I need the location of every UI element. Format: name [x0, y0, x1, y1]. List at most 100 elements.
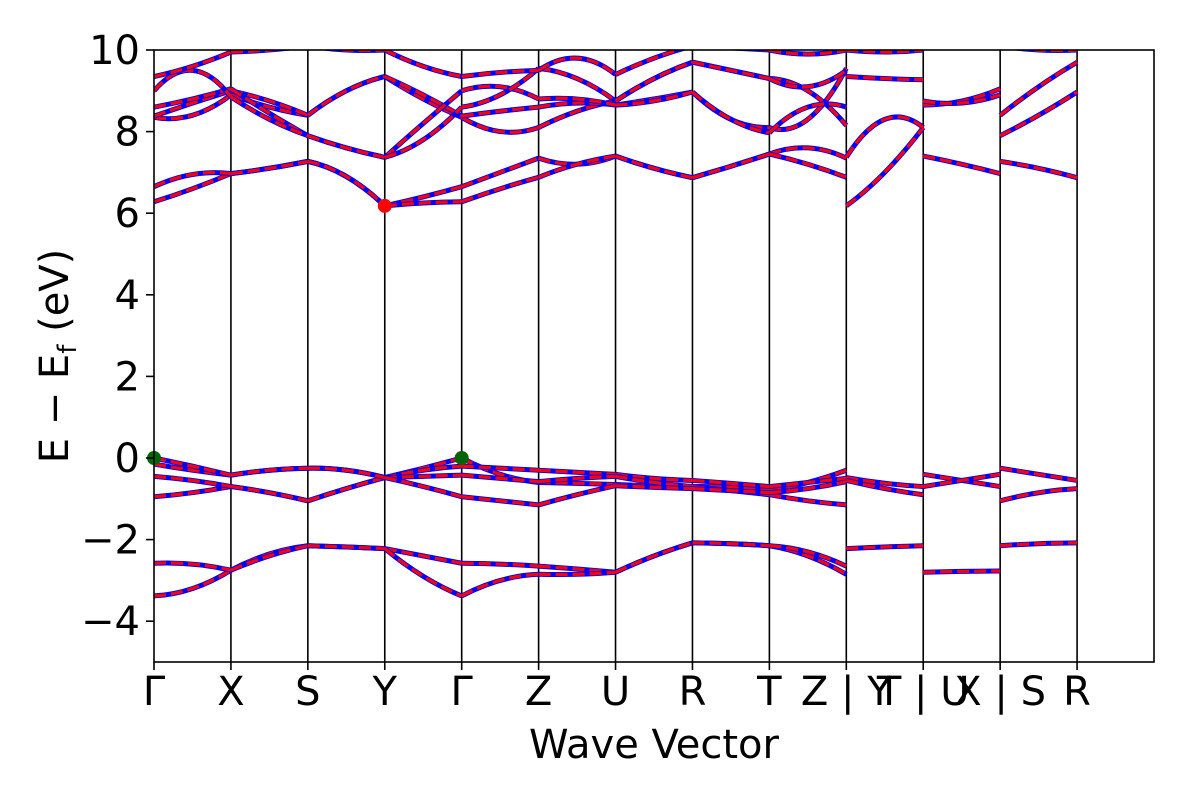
band-line-b: [538, 66, 617, 103]
band-line-b: [230, 466, 308, 477]
plot-frame: [153, 49, 1155, 663]
band-line-b: [538, 154, 616, 179]
band-line-b: [154, 561, 232, 572]
band-line-b: [846, 476, 924, 489]
band-line-b: [230, 87, 309, 138]
x-tick-label: T: [756, 669, 782, 715]
band-line-b: [615, 484, 693, 491]
x-tick-label: Γ: [143, 669, 166, 715]
band-line-b: [154, 456, 232, 477]
band-line-b: [615, 154, 693, 180]
band-line-b: [154, 170, 232, 189]
band-line-b: [846, 74, 924, 82]
band-line-b: [154, 474, 232, 489]
band-line-b: [538, 468, 616, 476]
y-tick-label: −2: [81, 518, 140, 564]
band-line-b: [999, 90, 1078, 138]
band-line-b: [154, 50, 232, 79]
band-line-b: [692, 60, 770, 81]
band-line-b: [692, 152, 770, 180]
band-line-b: [769, 152, 847, 179]
band-line-b: [384, 476, 463, 499]
band-line-b: [461, 495, 539, 507]
band-line-b: [230, 50, 287, 54]
y-tick-label: 8: [115, 110, 140, 156]
band-line-b: [769, 493, 847, 507]
band-line-b: [614, 541, 693, 574]
band-line-b: [844, 115, 925, 159]
band-line-b: [537, 56, 617, 76]
band-line-b: [307, 159, 386, 208]
x-tick-label: X | S: [954, 669, 1046, 715]
band-line-b: [845, 478, 924, 497]
band-line-b: [383, 89, 463, 159]
band-line-b: [922, 472, 1001, 489]
band-line-b: [614, 50, 684, 76]
band-line-b: [538, 484, 616, 507]
x-tick-label: T | U: [876, 669, 970, 715]
band-line-b: [768, 69, 848, 89]
band-line-b: [922, 93, 1001, 106]
x-tick-label: Γ: [451, 669, 474, 715]
band-line-b: [538, 570, 616, 577]
band-line-b: [461, 561, 539, 568]
band-line-b: [768, 102, 847, 134]
band-line-b: [460, 115, 540, 134]
y-tick-label: 0: [115, 436, 140, 482]
band-line-b: [999, 159, 1078, 180]
band-line-b: [307, 476, 386, 503]
band-line-b: [461, 473, 539, 484]
band-line-b: [154, 568, 232, 598]
band-line-b: [461, 84, 540, 101]
band-line-b: [461, 464, 539, 472]
band-line-b: [461, 68, 539, 79]
band-line-b: [230, 484, 309, 503]
band-line-b: [230, 544, 309, 572]
band-line-b: [384, 200, 462, 208]
band-line-b: [768, 146, 847, 160]
band-line-b: [383, 547, 463, 598]
band-line-b: [999, 60, 1078, 117]
band-line-b: [230, 159, 309, 176]
band-line-b: [154, 172, 232, 204]
band-line-b: [845, 126, 925, 208]
band-line-b: [307, 544, 385, 551]
band-line-b: [1000, 541, 1078, 548]
band-line-b: [538, 96, 616, 107]
x-tick-label: R: [679, 669, 707, 715]
band-line-b: [846, 544, 924, 551]
x-tick-label: X: [217, 669, 244, 715]
band-line-b: [769, 544, 847, 568]
y-tick-label: 6: [115, 191, 140, 237]
band-line-b: [154, 68, 233, 98]
cbm-marker: [377, 198, 392, 213]
band-line-b: [692, 487, 770, 495]
band-line-b: [691, 90, 770, 135]
y-axis-title: E − Ef (eV): [32, 249, 83, 464]
band-line-b: [692, 478, 770, 489]
band-line-b: [306, 74, 386, 117]
band-line-b: [384, 106, 463, 159]
band-line-b: [307, 134, 386, 159]
x-tick-label: Z: [525, 669, 552, 715]
band-line-b: [154, 93, 232, 121]
band-line-b: [384, 547, 462, 565]
y-tick-label: 4: [115, 273, 140, 319]
x-tick-label: Z | Y: [801, 669, 892, 715]
band-line-b: [461, 105, 539, 118]
x-axis: Γ X S Y Γ Z U R T Z | YT | UX | S R: [143, 662, 1091, 715]
x-tick-label: U: [601, 669, 630, 715]
band-line-b: [460, 572, 539, 598]
band-line-b: [692, 541, 770, 548]
band-line-b: [768, 67, 848, 132]
band-line-b: [461, 175, 540, 204]
band-line-b: [923, 569, 1001, 574]
band-lines: [154, 50, 1079, 599]
y-axis-title-main: E − E: [32, 354, 78, 464]
band-line-b: [999, 466, 1078, 483]
band-line-b: [769, 50, 847, 56]
band-line-b: [615, 90, 693, 107]
x-axis-title: Wave Vector: [529, 722, 780, 768]
band-line-b: [154, 484, 232, 499]
